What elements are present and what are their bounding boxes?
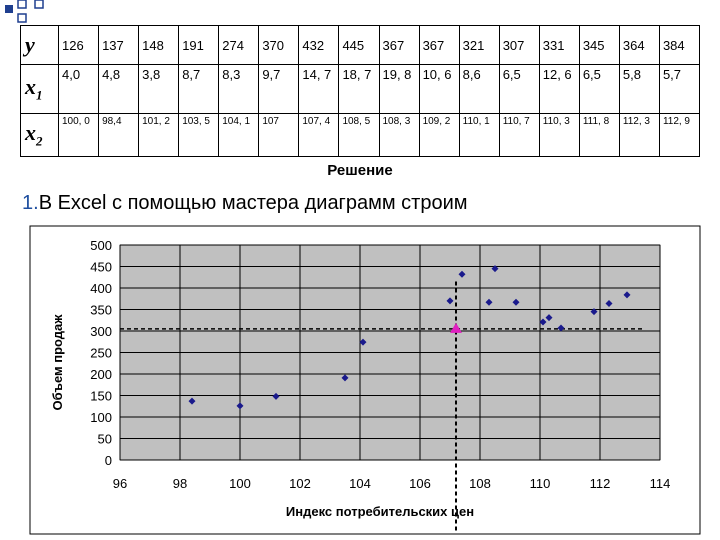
x-tick-label: 96 [113,476,127,491]
table-cell: 108, 3 [378,113,420,157]
mean-point [450,322,462,333]
data-point [341,374,349,382]
data-point [512,298,520,306]
x-tick-label: 106 [409,476,431,491]
data-point [485,298,493,306]
x-tick-label: 100 [229,476,251,491]
table-cell: 6,5 [498,64,540,114]
table-cell: 100, 0 [57,113,100,157]
x-tick-label: 114 [650,476,671,491]
data-point [359,338,367,346]
table-cell: 98,4 [98,113,140,157]
table-cell: 107, 4 [298,113,340,157]
data-table: y 126 137 148 191 274 370 432 445 367 367 321 307 331… [20,25,701,157]
table-cell: 111, 8 [578,113,620,157]
table-cell: 107 [258,113,300,157]
step-text: 1.В Excel с помощью мастера диаграмм стр… [22,192,468,215]
y-tick-label: 450 [90,260,112,275]
table-cell: 10, 6 [418,64,460,114]
data-point [590,308,598,316]
x-axis-label: Индекс потребительских цен [286,504,474,519]
table-cell: 12, 6 [538,64,580,114]
table-cell: 5,7 [658,64,701,114]
table-cell: 112, 3 [618,113,660,157]
data-point [458,270,466,278]
table-cell: 19, 8 [378,64,420,114]
table-cell: 110, 7 [498,113,540,157]
table-cell: 364 [618,25,660,65]
table-cell: 6,5 [578,64,620,114]
table-cell: 110, 3 [538,113,580,157]
row-label-text: x [25,120,36,146]
table-cell: 370 [258,25,300,65]
y-tick-label: 0 [105,453,112,468]
row-label-text: x [25,74,36,100]
table-cell: 384 [658,25,701,65]
table-cell: 274 [218,25,260,65]
row-label: x1 [20,64,59,114]
table-cell: 367 [378,25,420,65]
x-tick-label: 108 [469,476,491,491]
step-number: 1. [22,192,39,214]
y-tick-label: 200 [90,367,112,382]
table-cell: 191 [178,25,220,65]
table-cell: 101, 2 [138,113,180,157]
table-cell: 112, 9 [658,113,701,157]
y-tick-label: 350 [90,303,112,318]
x-tick-label: 110 [530,476,551,491]
y-tick-label: 500 [90,238,112,253]
x-tick-label: 102 [289,476,311,491]
table-cell: 4,0 [57,64,100,114]
data-point [545,314,553,322]
y-tick-label: 250 [90,346,112,361]
data-point [188,397,196,405]
data-point [446,297,454,305]
data-point [557,324,565,332]
solution-heading: Решение [327,162,393,179]
y-tick-label: 50 [98,432,112,447]
table-cell: 345 [578,25,620,65]
x-tick-label: 112 [590,476,611,491]
data-point [236,402,244,410]
y-tick-label: 150 [90,389,112,404]
data-point [539,318,547,326]
step-description: В Excel с помощью мастера диаграмм строи… [38,192,468,214]
table-cell: 307 [498,25,540,65]
row-label-text: y [25,32,35,57]
data-point [491,265,499,273]
data-point [605,299,613,307]
y-tick-label: 400 [90,281,112,296]
decorative-squares [5,0,44,23]
y-tick-label: 100 [90,410,112,425]
data-point [272,392,280,400]
y-tick-label: 300 [90,324,112,339]
row-label-subscript: 2 [36,133,43,149]
row-label: x2 [20,113,59,157]
table-cell: 137 [98,25,140,65]
table-cell: 104, 1 [218,113,260,157]
table-cell: 110, 1 [458,113,500,157]
x-tick-label: 98 [173,476,187,491]
data-point [623,291,631,299]
table-cell: 331 [538,25,580,65]
x-tick-label: 104 [349,476,371,491]
table-row: y 126 137 148 191 274 370 432 445 367 367 321 307 331… [20,25,701,65]
row-label-subscript: 1 [36,87,43,103]
y-axis-label: Объем продаж [50,314,65,411]
